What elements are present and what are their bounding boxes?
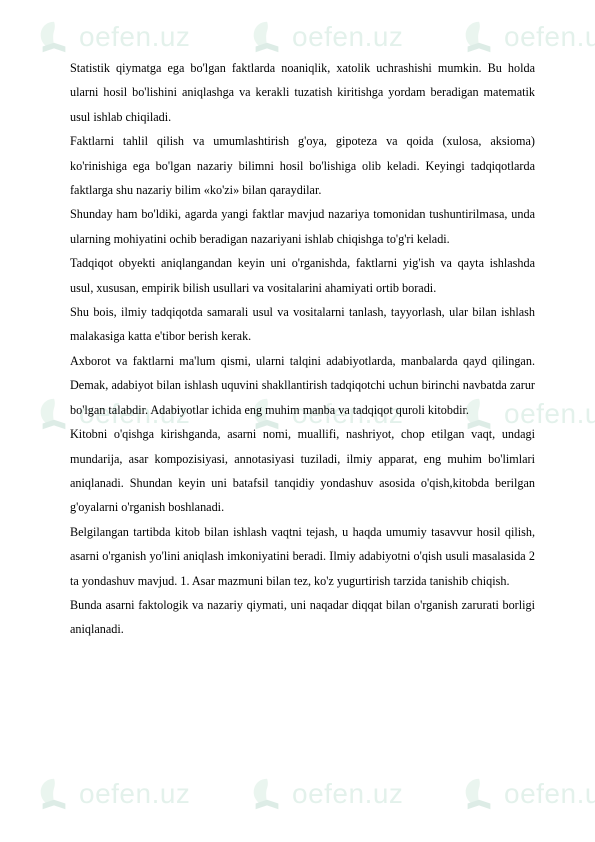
watermark-7: oefen.uz (248, 775, 403, 813)
watermark-8: oefen.uz (460, 775, 595, 813)
leaf-book-icon (460, 775, 498, 813)
watermark-6: oefen.uz (35, 775, 190, 813)
watermark-text: oefen.uz (504, 778, 595, 810)
leaf-book-icon (35, 775, 73, 813)
paragraph-4: Tadqiqot obyekti aniqlangandan keyin uni… (70, 251, 535, 300)
paragraph-6: Axborot va faktlarni ma'lum qismi, ularn… (70, 349, 535, 422)
paragraph-7: Kitobni o'qishga kirishganda, asarni nom… (70, 422, 535, 520)
watermark-text: oefen.uz (292, 778, 403, 810)
paragraph-3: Shunday ham bo'ldiki, agarda yangi faktl… (70, 202, 535, 251)
watermark-text: oefen.uz (79, 778, 190, 810)
leaf-book-icon (248, 775, 286, 813)
document-content: Statistik qiymatga ega bo'lgan faktlarda… (0, 0, 595, 698)
paragraph-2: Faktlarni tahlil qilish va umumlashtiris… (70, 129, 535, 202)
paragraph-5: Shu bois, ilmiy tadqiqotda samarali usul… (70, 300, 535, 349)
paragraph-9: Bunda asarni faktologik va nazariy qiyma… (70, 593, 535, 642)
paragraph-8: Belgilangan tartibda kitob bilan ishlash… (70, 520, 535, 593)
paragraph-1: Statistik qiymatga ega bo'lgan faktlarda… (70, 56, 535, 129)
